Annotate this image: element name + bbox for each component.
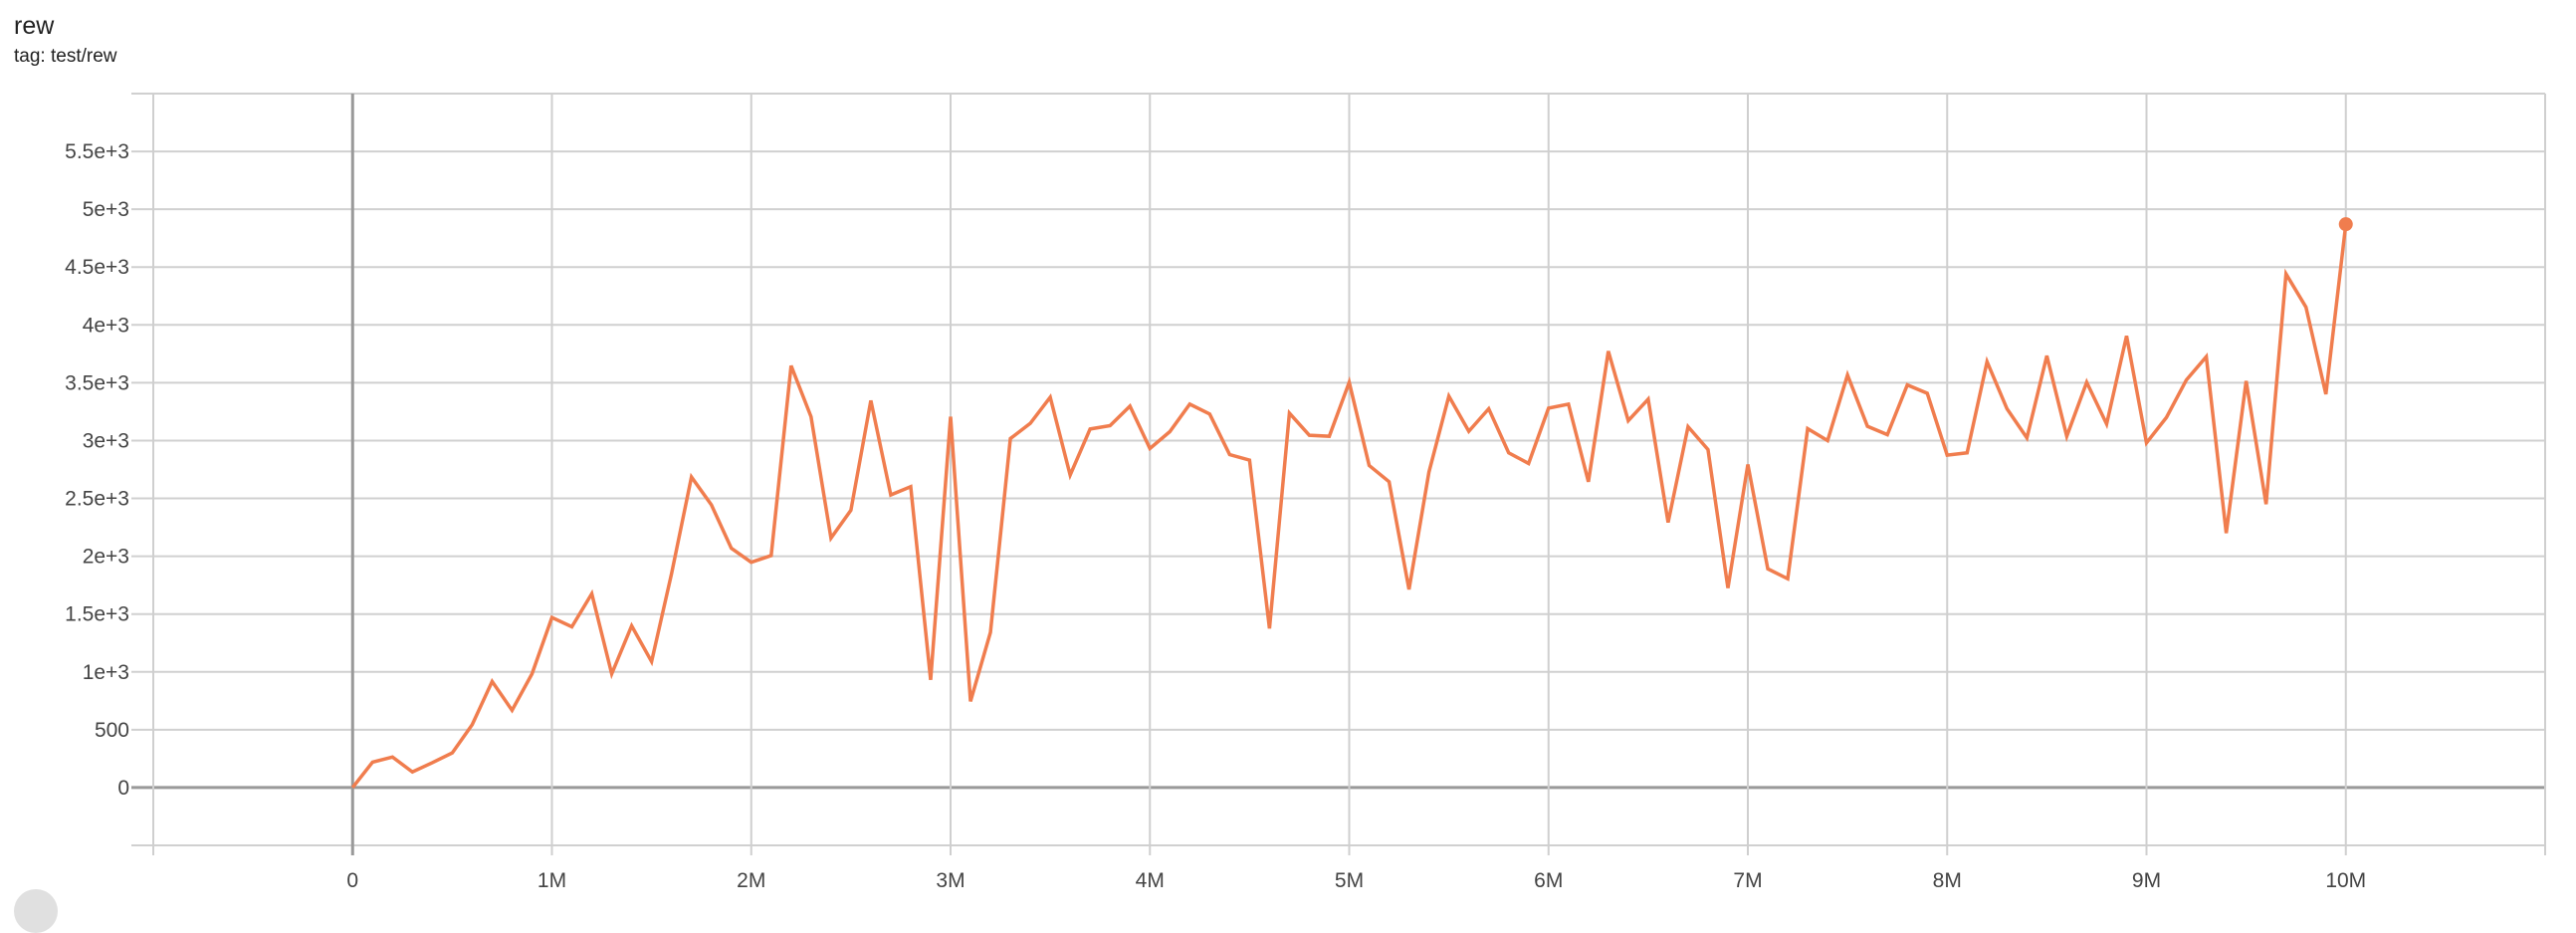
x-tick-label: 7M	[1733, 869, 1762, 892]
y-tick-label: 5.5e+3	[65, 140, 129, 163]
x-tick-label: 0	[346, 869, 358, 892]
y-tick-label: 500	[95, 719, 129, 742]
grid	[131, 93, 2546, 855]
x-tick-label: 1M	[537, 869, 566, 892]
reward-line	[350, 223, 2348, 790]
y-tick-label: 2e+3	[83, 546, 129, 569]
x-tick-label: 8M	[1933, 869, 1962, 892]
y-tick-label: 0	[117, 777, 129, 800]
y-tick-label: 1e+3	[83, 661, 129, 684]
y-tick-label: 2.5e+3	[65, 488, 129, 511]
x-tick-label: 6M	[1534, 869, 1563, 892]
y-tick-label: 4.5e+3	[65, 256, 129, 279]
x-tick-label: 3M	[936, 869, 965, 892]
y-tick-label: 3.5e+3	[65, 371, 129, 394]
last-point-marker	[2338, 217, 2353, 232]
series-line	[350, 217, 2353, 790]
axes: 0 500 1e+3 1.5e+3 2e+3 2.5e+3 3e+3 3.5e+3 4e+3 4.…	[65, 140, 2366, 892]
x-tick-label: 5M	[1335, 869, 1364, 892]
y-tick-label: 4e+3	[83, 314, 129, 337]
x-tick-label: 2M	[737, 869, 765, 892]
action-button[interactable]	[14, 889, 58, 933]
x-tick-label: 10M	[2325, 869, 2366, 892]
y-tick-label: 1.5e+3	[65, 603, 129, 626]
x-tick-label: 9M	[2132, 869, 2161, 892]
x-tick-label: 4M	[1136, 869, 1165, 892]
y-tick-label: 5e+3	[83, 198, 129, 221]
chart-tag: tag: test/rew	[14, 46, 117, 67]
chart-title: rew	[14, 12, 55, 40]
line-chart[interactable]: 0 500 1e+3 1.5e+3 2e+3 2.5e+3 3e+3 3.5e+3 4e+3 4.…	[0, 0, 2576, 900]
y-tick-label: 3e+3	[83, 429, 129, 452]
